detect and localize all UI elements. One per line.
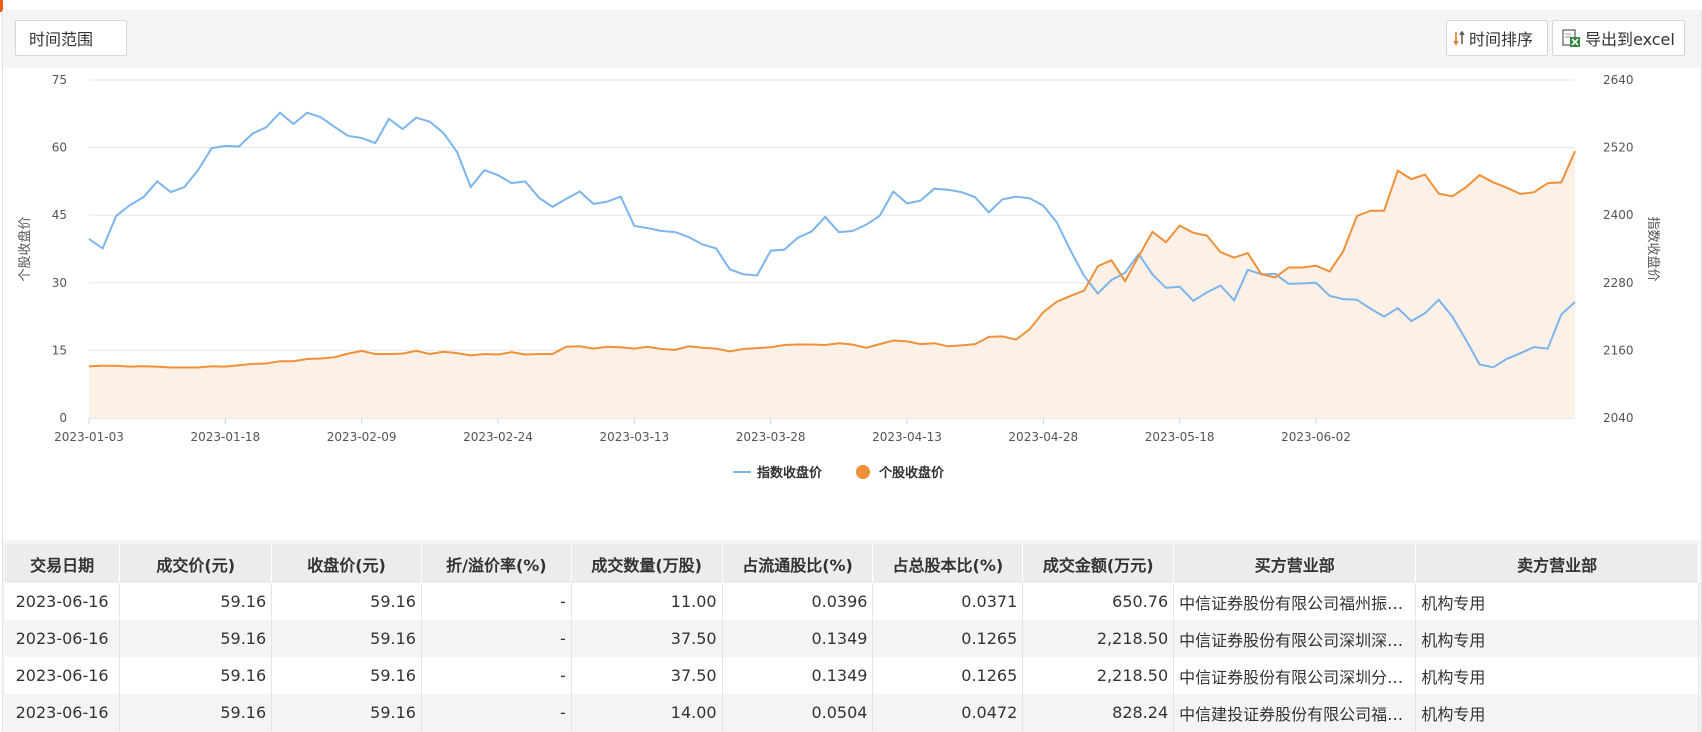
- y-left-tick-label: 15: [52, 343, 67, 357]
- cell-close-price: 59.16: [271, 583, 422, 620]
- cell-premium-rate: -: [421, 694, 572, 731]
- x-tick-label: 2023-03-28: [736, 430, 806, 444]
- y-right-axis-label: 指数收盘价: [1645, 216, 1661, 281]
- export-excel-label: 导出到excel: [1585, 30, 1675, 49]
- x-tick-label: 2023-03-13: [599, 430, 669, 444]
- stock-close-line: [88, 150, 1576, 369]
- y-left-tick-label: 30: [52, 276, 67, 290]
- cell-seller[interactable]: 机构专用: [1415, 657, 1699, 694]
- y-left-tick-label: 60: [52, 141, 67, 155]
- cell-volume: 37.50: [571, 657, 723, 694]
- y-right-tick-label: 2400: [1603, 208, 1634, 222]
- header-total-ratio[interactable]: 占总股本比(%): [872, 544, 1024, 583]
- cell-date: 2023-06-16: [5, 620, 121, 657]
- time-range-button[interactable]: 时间范围: [15, 20, 127, 56]
- header-premium-rate[interactable]: 折/溢价率(%): [421, 544, 572, 583]
- y-left-tick-label: 45: [52, 208, 67, 222]
- cell-buyer[interactable]: 中信证券股份有限公司深圳深南大道证券营业部: [1173, 620, 1417, 657]
- cell-date: 2023-06-16: [5, 583, 121, 620]
- toolbar: 时间范围 时间排序 导出到excel: [3, 10, 1701, 68]
- index-close-line: [88, 111, 1576, 369]
- y-right-tick-label: 2280: [1603, 276, 1634, 290]
- legend-stock-label: 个股收盘价: [878, 465, 945, 481]
- header-seller[interactable]: 卖方营业部: [1415, 544, 1699, 583]
- cell-premium-rate: -: [421, 583, 572, 620]
- legend-stock-marker: [856, 465, 870, 479]
- cell-float-ratio: 0.1349: [722, 620, 874, 657]
- cell-close-price: 59.16: [271, 657, 422, 694]
- table-row: 2023-06-16 59.16 59.16 - 37.50 0.1349 0.…: [5, 620, 1699, 657]
- x-tick-label: 2023-04-13: [872, 430, 942, 444]
- cell-close-price: 59.16: [271, 694, 422, 731]
- cell-float-ratio: 0.0396: [722, 583, 874, 620]
- price-chart: 0 15 30 45 60 75 2040 2160 2280 2400 2520 2640 个股收盘价…: [3, 68, 1701, 540]
- header-trade-date[interactable]: 交易日期: [5, 544, 121, 583]
- x-tick-label: 2023-04-28: [1008, 430, 1078, 444]
- cell-volume: 14.00: [571, 694, 723, 731]
- y-right-tick-label: 2160: [1603, 343, 1634, 357]
- cell-deal-price: 59.16: [119, 694, 273, 731]
- cell-premium-rate: -: [421, 657, 572, 694]
- block-trade-table: 交易日期 成交价(元) 收盘价(元) 折/溢价率(%) 成交数量(万股) 占流通…: [5, 544, 1699, 731]
- header-accent-bar: [0, 0, 3, 12]
- cell-seller[interactable]: 机构专用: [1415, 583, 1699, 620]
- cell-seller[interactable]: 机构专用: [1415, 694, 1699, 731]
- y-right-tick-label: 2640: [1603, 73, 1634, 87]
- cell-date: 2023-06-16: [5, 694, 121, 731]
- cell-deal-price: 59.16: [119, 620, 273, 657]
- sort-arrows-icon: [1453, 31, 1465, 45]
- price-chart-svg: 0 15 30 45 60 75 2040 2160 2280 2400 2520 2640 个股收盘价…: [17, 73, 1661, 481]
- cell-date: 2023-06-16: [5, 657, 121, 694]
- header-close-price[interactable]: 收盘价(元): [271, 544, 422, 583]
- cell-total-ratio: 0.0472: [872, 694, 1024, 731]
- export-excel-button[interactable]: 导出到excel: [1552, 20, 1685, 56]
- y-right-tick-label: 2520: [1603, 141, 1634, 155]
- header-volume[interactable]: 成交数量(万股): [571, 544, 723, 583]
- header-float-ratio[interactable]: 占流通股比(%): [722, 544, 874, 583]
- y-left-tick-label: 75: [52, 73, 67, 87]
- table-row: 2023-06-16 59.16 59.16 - 37.50 0.1349 0.…: [5, 657, 1699, 694]
- header-deal-price[interactable]: 成交价(元): [119, 544, 273, 583]
- table-header-row: 交易日期 成交价(元) 收盘价(元) 折/溢价率(%) 成交数量(万股) 占流通…: [5, 544, 1699, 583]
- y-left-axis-label: 个股收盘价: [17, 216, 33, 281]
- legend-index-label: 指数收盘价: [757, 465, 823, 481]
- cell-close-price: 59.16: [271, 620, 422, 657]
- cell-volume: 37.50: [571, 620, 723, 657]
- time-range-label: 时间范围: [29, 30, 94, 49]
- header-buyer[interactable]: 买方营业部: [1173, 544, 1417, 583]
- stock-area-fill: [89, 151, 1575, 418]
- cell-premium-rate: -: [421, 620, 572, 657]
- cell-amount: 828.24: [1022, 694, 1175, 731]
- cell-buyer[interactable]: 中信证券股份有限公司深圳分公司: [1173, 657, 1417, 694]
- cell-total-ratio: 0.0371: [872, 583, 1024, 620]
- y-right-tick-label: 2040: [1603, 411, 1634, 425]
- y-left-tick-label: 0: [59, 411, 67, 425]
- cell-amount: 2,218.50: [1022, 620, 1175, 657]
- cell-float-ratio: 0.1349: [722, 657, 874, 694]
- cell-deal-price: 59.16: [119, 583, 273, 620]
- time-sort-button[interactable]: 时间排序: [1446, 20, 1548, 56]
- cell-amount: 650.76: [1022, 583, 1175, 620]
- cell-buyer[interactable]: 中信证券股份有限公司福州振兴路证券营业部: [1173, 583, 1417, 620]
- block-trade-panel: 时间范围 时间排序 导出到excel 0 15: [2, 10, 1702, 732]
- cell-total-ratio: 0.1265: [872, 620, 1024, 657]
- x-tick-label: 2023-02-09: [327, 430, 397, 444]
- cell-buyer[interactable]: 中信建投证券股份有限公司福州分公司: [1173, 694, 1417, 731]
- x-tick-label: 2023-05-18: [1145, 430, 1215, 444]
- header-amount[interactable]: 成交金额(万元): [1022, 544, 1175, 583]
- x-tick-label: 2023-02-24: [463, 430, 533, 444]
- cell-seller[interactable]: 机构专用: [1415, 620, 1699, 657]
- table-row: 2023-06-16 59.16 59.16 - 14.00 0.0504 0.…: [5, 694, 1699, 731]
- x-tick-label: 2023-01-03: [54, 430, 124, 444]
- table-row: 2023-06-16 59.16 59.16 - 11.00 0.0396 0.…: [5, 583, 1699, 620]
- time-sort-label: 时间排序: [1469, 30, 1534, 49]
- cell-amount: 2,218.50: [1022, 657, 1175, 694]
- cell-volume: 11.00: [571, 583, 723, 620]
- cell-float-ratio: 0.0504: [722, 694, 874, 731]
- x-tick-label: 2023-01-18: [190, 430, 260, 444]
- cell-total-ratio: 0.1265: [872, 657, 1024, 694]
- excel-file-icon: [1561, 28, 1581, 48]
- x-tick-label: 2023-06-02: [1281, 430, 1351, 444]
- cell-deal-price: 59.16: [119, 657, 273, 694]
